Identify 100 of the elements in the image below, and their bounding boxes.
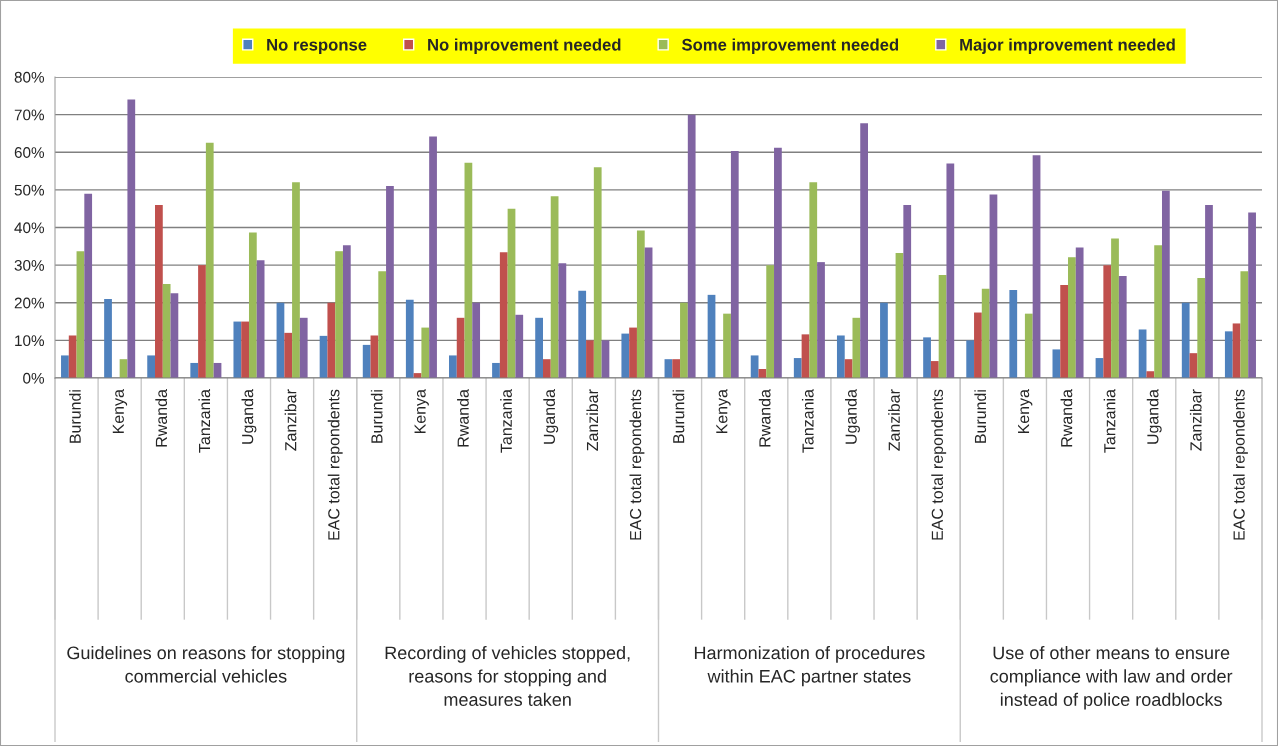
x-tick-label: EAC total repondents [1233, 389, 1248, 540]
y-tick-label: 10% [15, 335, 45, 347]
bar [464, 162, 473, 378]
x-tick-label: Uganda [543, 389, 559, 444]
x-tick-label: Kenya [414, 389, 429, 434]
bar [895, 253, 904, 378]
y-tick-label: 70% [14, 109, 45, 121]
x-tick-label: Tanzania [198, 389, 211, 453]
y-tick-label: 40% [14, 222, 45, 234]
bar [327, 302, 336, 378]
bar [1111, 238, 1119, 378]
bar [198, 265, 206, 378]
bar [233, 321, 242, 378]
y-tick-label: 20% [14, 297, 45, 309]
x-tick-label: Kenya [1018, 389, 1033, 434]
x-tick-label: Rwanda [457, 389, 469, 447]
bar [456, 317, 465, 378]
bar [593, 167, 602, 378]
bar [421, 327, 430, 378]
bar [680, 302, 688, 378]
bar [636, 230, 645, 378]
bar [558, 263, 567, 378]
bar [1146, 371, 1155, 378]
x-tick-label: Zanzibar [1189, 389, 1202, 451]
y-tick-label: 30% [14, 259, 45, 271]
text: Recording of vehicles stopped, reasons for stopping and measures taken [385, 646, 630, 707]
y-tick-label: 50% [14, 184, 45, 196]
text: Use of other means to ensure compliance with law and order instead of police roadblocks [990, 646, 1233, 710]
x-tick-label: Burundi [672, 390, 685, 443]
bar [817, 262, 825, 378]
bar [1181, 302, 1190, 378]
x-tick-label: Tanzania [1103, 389, 1116, 453]
bar [1052, 349, 1061, 378]
bar [1024, 313, 1033, 378]
bar [405, 299, 414, 378]
bar [793, 358, 802, 378]
bar [378, 271, 387, 378]
bar [362, 344, 371, 378]
bar [1075, 247, 1084, 378]
bar [284, 332, 293, 378]
bar [550, 196, 559, 378]
x-tick-label: Kenya [716, 389, 731, 434]
x-tick-label: Tanzania [500, 389, 512, 453]
bar [644, 247, 653, 378]
bar [750, 355, 759, 378]
bar [723, 313, 731, 378]
bar [248, 232, 257, 378]
bar [1068, 257, 1076, 378]
bar [68, 335, 77, 378]
x-tick-label: Burundi [974, 390, 987, 443]
x-tick-label: Burundi [69, 390, 81, 443]
bar [162, 283, 171, 378]
legend-label: Major improvement needed [960, 38, 1175, 54]
bar [535, 317, 543, 378]
x-tick-label: Zanzibar [888, 389, 900, 451]
bar [1118, 276, 1127, 378]
bar [836, 335, 845, 378]
bar [880, 302, 888, 378]
bar [1224, 331, 1233, 378]
bar [299, 317, 308, 378]
bar [292, 182, 300, 378]
bar [1154, 245, 1162, 378]
bar [429, 136, 437, 378]
bar [515, 314, 524, 378]
bar [923, 337, 931, 378]
bar [774, 147, 782, 378]
bar [1103, 265, 1112, 378]
bar [672, 359, 681, 378]
bar [1060, 285, 1069, 378]
bar [1161, 190, 1170, 378]
bar [930, 361, 939, 378]
text: Guidelines on reasons for stopping commercial vehicles [67, 646, 345, 683]
x-tick-label: Tanzania [801, 389, 814, 453]
bar [386, 186, 394, 378]
x-tick-label: EAC total repondents [327, 389, 343, 540]
bar [335, 251, 343, 378]
bar [104, 298, 112, 378]
x-tick-label: Uganda [845, 389, 860, 444]
bar [586, 340, 594, 378]
bar [903, 204, 912, 378]
x-tick-label: Kenya [112, 389, 128, 434]
bar [472, 302, 481, 378]
legend-label: No improvement needed [428, 38, 621, 54]
bar [155, 204, 163, 378]
y-tick-label: 60% [14, 147, 45, 158]
bar [809, 182, 818, 378]
bar [542, 359, 551, 378]
bar [730, 151, 739, 378]
bar [1197, 277, 1206, 378]
bar [499, 252, 508, 378]
x-tick-label: EAC total repondents [931, 389, 947, 540]
x-tick-label: Zanzibar [284, 389, 297, 451]
bar [84, 193, 93, 378]
bar [621, 333, 630, 378]
text: Harmonization of procedures within EAC partner states [694, 646, 925, 687]
bar [578, 290, 587, 378]
bar [966, 340, 975, 378]
y-tick-label: 0% [23, 372, 45, 384]
bar [1032, 155, 1041, 378]
x-tick-label: EAC total repondents [629, 389, 645, 540]
